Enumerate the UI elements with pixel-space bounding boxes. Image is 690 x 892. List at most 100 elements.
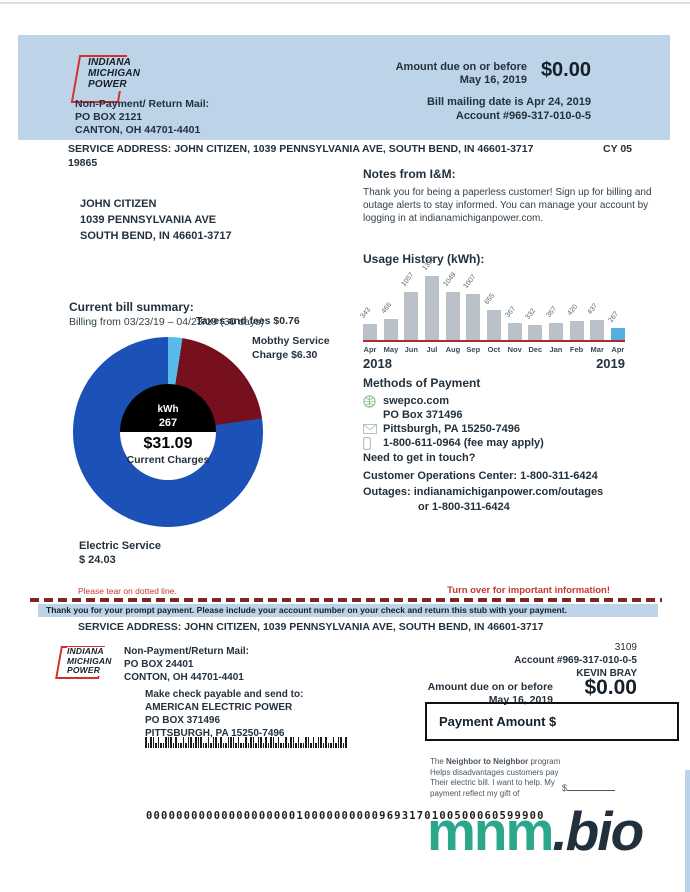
barcode-bar bbox=[335, 743, 337, 748]
barcode-bar bbox=[157, 737, 159, 748]
usage-bar-column: 1007 bbox=[463, 268, 481, 340]
usage-bars: 343 466 1057 1398 1049 1007 655 367 332 367 420 437… bbox=[359, 255, 625, 342]
barcode-bar bbox=[257, 737, 259, 748]
usage-bar bbox=[445, 292, 460, 340]
usage-bar bbox=[404, 292, 419, 340]
return-mail-label: Non-Payment/ Return Mail: bbox=[75, 98, 210, 110]
amount-due-block: Amount due on or before May 16, 2019 bbox=[396, 61, 527, 87]
usage-bar bbox=[383, 319, 398, 340]
barcode-bar bbox=[182, 737, 184, 748]
usage-month-label: Dec bbox=[528, 345, 543, 354]
gift-amount-line bbox=[567, 782, 616, 791]
customer-street: 1039 PENNSYLVANIA AVE bbox=[80, 214, 217, 226]
donut-label-taxes: Taxes and fees $0.76 bbox=[196, 315, 300, 327]
electric-service-label: Electric Service bbox=[79, 540, 161, 552]
barcode-bar bbox=[315, 743, 317, 748]
barcode-bar bbox=[287, 743, 289, 748]
payable-city: PITTSBURGH, PA 15250-7496 bbox=[145, 728, 285, 739]
neighbor-line-1: The Neighbor to Neighbor program bbox=[430, 757, 588, 768]
turn-over-note: Turn over for important information! bbox=[447, 585, 610, 596]
barcode-bar bbox=[227, 737, 229, 748]
route-code: 19865 bbox=[68, 157, 98, 169]
usage-bar bbox=[610, 328, 625, 340]
amount-due-value: $0.00 bbox=[540, 59, 591, 81]
payment-methods-title: Methods of Payment bbox=[363, 376, 481, 390]
barcode-bar bbox=[277, 737, 279, 748]
barcode-bar bbox=[200, 737, 202, 748]
usage-year-left: 2018 bbox=[363, 356, 392, 371]
donut-label-monthly-2: Charge $6.30 bbox=[252, 349, 318, 361]
barcode-bar bbox=[230, 737, 232, 748]
barcode-bar bbox=[242, 743, 244, 748]
usage-bar-value: 437 bbox=[586, 302, 600, 316]
envelope-icon bbox=[363, 424, 383, 434]
barcode-bar bbox=[282, 743, 284, 748]
barcode-bar bbox=[250, 737, 252, 748]
payment-method-text: swepco.com bbox=[383, 395, 450, 407]
barcode-bar bbox=[185, 743, 187, 748]
barcode-bar bbox=[340, 737, 342, 748]
usage-months: Apr May Jun Jul Aug Sep Oct Nov Dec Jan Feb Mar Apr bbox=[363, 345, 625, 354]
stub-return-mail-block: Non-Payment/Return Mail: PO BOX 24401 CO… bbox=[124, 645, 249, 684]
barcode-bar bbox=[222, 743, 224, 748]
barcode-bar bbox=[197, 737, 199, 748]
watermark-mnm: mnm bbox=[427, 800, 554, 862]
barcode-bar bbox=[177, 743, 179, 748]
mailing-date: Bill mailing date is Apr 24, 2019 bbox=[426, 96, 591, 108]
usage-bar bbox=[507, 323, 522, 340]
account-number: Account #969-317-010-0-5 bbox=[455, 110, 591, 122]
im-logo-line2: MICHIGAN bbox=[88, 68, 144, 80]
payment-methods-list: swepco.com PO Box 371496 Pittsburgh, PA 15… bbox=[363, 394, 544, 450]
barcode-bar bbox=[217, 743, 219, 748]
payment-method-text: 1-800-611-0964 (fee may apply) bbox=[383, 437, 544, 449]
usage-bar-value: 1057 bbox=[400, 271, 416, 288]
amount-due-label: Amount due on or before bbox=[395, 61, 527, 73]
barcode-bar bbox=[150, 737, 152, 748]
payable-label: Make check payable and send to: bbox=[145, 689, 304, 700]
usage-bar-column: 367 bbox=[504, 268, 522, 340]
globe-icon bbox=[363, 394, 383, 408]
barcode-bar bbox=[152, 737, 154, 748]
usage-bar-value: 1049 bbox=[442, 271, 458, 288]
usage-bar-value: 343 bbox=[359, 306, 373, 320]
barcode-bar bbox=[147, 743, 149, 748]
barcode-bar bbox=[220, 737, 222, 748]
payment-method-row: 1-800-611-0964 (fee may apply) bbox=[363, 436, 544, 450]
barcode-bar bbox=[247, 743, 249, 748]
neighbor-line-4: payment reflect my gift of bbox=[430, 788, 520, 798]
stub-return-mail-city: CONTON, OH 44701-4401 bbox=[124, 672, 244, 683]
touch-title: Need to get in touch? bbox=[363, 452, 476, 464]
barcode-bar bbox=[280, 743, 282, 748]
page-top-edge-line bbox=[0, 2, 690, 4]
usage-bar-value: 367 bbox=[504, 305, 517, 319]
customer-ops-line: Customer Operations Center: 1-800-311-64… bbox=[363, 470, 598, 482]
usage-bar-column: 466 bbox=[380, 268, 398, 340]
usage-bar-value: 267 bbox=[607, 310, 621, 324]
page-right-edge-strip bbox=[685, 770, 690, 892]
notes-title: Notes from I&M: bbox=[363, 167, 456, 181]
barcode-bar bbox=[320, 737, 322, 748]
usage-month-label: Oct bbox=[487, 345, 501, 354]
barcode-bar bbox=[292, 737, 294, 748]
barcode-bar bbox=[295, 743, 297, 748]
barcode-bar bbox=[165, 737, 167, 748]
barcode-bar bbox=[325, 737, 327, 748]
barcode-bar bbox=[245, 737, 247, 748]
barcode-bar bbox=[305, 737, 307, 748]
stub-logo-line1: INDIANA bbox=[67, 646, 107, 657]
usage-month-label: Apr bbox=[363, 345, 377, 354]
customer-name: JOHN CITIZEN bbox=[80, 198, 157, 210]
im-logo-line1: INDIANA bbox=[88, 57, 135, 69]
gift-dollar-sign: $ bbox=[562, 783, 568, 793]
customer-address-block: JOHN CITIZEN 1039 PENNSYLVANIA AVE SOUTH… bbox=[80, 196, 232, 244]
payment-method-row: swepco.com bbox=[363, 394, 544, 408]
usage-month-label: Feb bbox=[569, 345, 584, 354]
stub-account-number: Account #969-317-010-0-5 bbox=[514, 655, 637, 666]
barcode-bar bbox=[337, 737, 339, 748]
usage-bar-value: 367 bbox=[545, 305, 559, 319]
amount-due-date: May 16, 2019 bbox=[459, 74, 527, 86]
bill-summary-title: Current bill summary: bbox=[69, 300, 194, 314]
outages-line-2: or 1-800-311-6424 bbox=[418, 501, 510, 513]
usage-bar-column: 655 bbox=[483, 268, 501, 340]
barcode-bar bbox=[300, 743, 302, 748]
